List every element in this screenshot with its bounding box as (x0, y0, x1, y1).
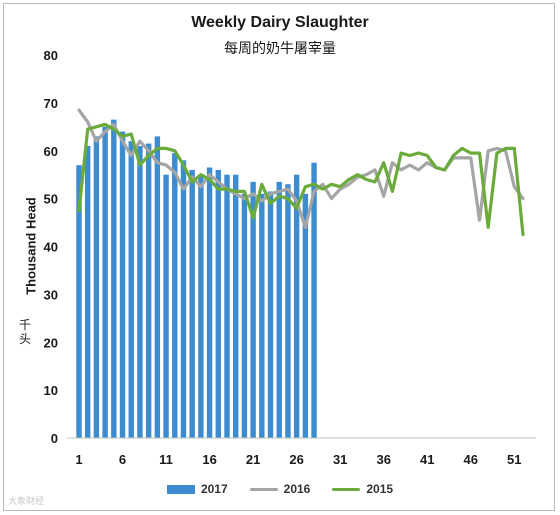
bar-2017-week-8 (137, 145, 143, 438)
line-series-group (77, 108, 525, 237)
bar-2017-week-22 (259, 193, 265, 438)
line-series-2016 (77, 108, 525, 229)
y-tick-label: 70 (44, 96, 58, 111)
y-tick-label: 60 (44, 144, 58, 159)
bar-2017-week-13 (180, 160, 187, 438)
y-tick-label: 0 (51, 431, 58, 446)
bar-2017-week-11 (163, 174, 169, 438)
y-tick-label: 80 (44, 48, 58, 63)
legend-item-2016[interactable]: 2016 (249, 482, 311, 496)
bar-2017-week-3 (93, 136, 100, 438)
bar-2017-week-28 (311, 162, 317, 438)
bar-2017-week-27 (302, 193, 309, 438)
bar-2017-week-10 (154, 136, 161, 438)
x-tick-label: 6 (119, 452, 126, 467)
bar-2017-week-1 (76, 165, 82, 439)
legend-label-2015: 2015 (366, 482, 394, 496)
bar-2017-week-24 (276, 181, 282, 438)
legend-swatch-2017 (166, 484, 195, 494)
bar-2017-week-4 (102, 126, 108, 438)
x-tick-label: 26 (289, 452, 303, 467)
bar-2017-week-17 (215, 169, 221, 438)
x-tick-label: 41 (420, 452, 434, 467)
x-tick-label: 1 (75, 452, 82, 467)
bar-2017-week-26 (293, 174, 300, 438)
x-tick-label: 31 (333, 452, 347, 467)
chart-subtitle: 每周的奶牛屠宰量 (224, 40, 336, 56)
y-axis-label-cn: 千头 (19, 318, 32, 346)
bar-2017-week-21 (250, 181, 256, 438)
x-tick-label: 21 (246, 452, 260, 467)
watermark: 大象财经 (8, 496, 45, 506)
legend-label-2017: 2017 (200, 482, 228, 496)
bar-2017-week-2 (85, 145, 91, 438)
bar-2017-week-9 (145, 143, 152, 438)
legend-swatch-2015 (332, 487, 361, 491)
legend-swatch-2016 (249, 487, 278, 491)
x-tick-label: 16 (202, 452, 216, 467)
bar-2017-week-6 (119, 131, 126, 438)
bar-2017-week-5 (111, 119, 117, 438)
bar-2017-week-23 (267, 191, 274, 438)
y-tick-label: 10 (44, 383, 58, 398)
bar-2017-week-18 (224, 174, 230, 438)
bar-series-2017 (76, 119, 317, 439)
bar-2017-week-19 (233, 174, 239, 438)
x-tick-label: 46 (464, 452, 478, 467)
legend-item-2015[interactable]: 2015 (332, 482, 393, 496)
x-tick-label: 51 (507, 452, 521, 467)
legend: 2017 2016 2015 (0, 482, 560, 496)
bar-2017-week-12 (172, 153, 178, 439)
bar-2017-week-20 (241, 193, 248, 438)
y-tick-label: 40 (44, 240, 58, 255)
x-tick-label: 36 (376, 452, 390, 467)
y-tick-label: 50 (44, 192, 58, 207)
y-tick-label: 30 (44, 287, 58, 302)
x-tick-label: 11 (159, 452, 173, 467)
bar-2017-week-15 (198, 174, 204, 438)
bar-2017-week-25 (285, 184, 291, 438)
legend-item-2017[interactable]: 2017 (166, 482, 228, 496)
bar-2017-week-7 (128, 141, 134, 439)
y-tick-label: 20 (44, 335, 58, 350)
legend-label-2016: 2016 (283, 482, 311, 496)
bar-2017-week-14 (189, 169, 195, 438)
bar-2017-week-16 (206, 167, 213, 438)
line-series-2015 (77, 122, 525, 237)
chart-title: Weekly Dairy Slaughter (191, 14, 369, 31)
